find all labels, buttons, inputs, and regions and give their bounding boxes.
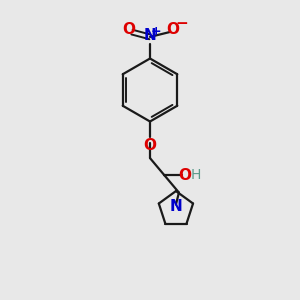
Text: O: O (166, 22, 179, 37)
Text: N: N (144, 28, 156, 43)
Text: O: O (143, 138, 157, 153)
Text: O: O (122, 22, 135, 38)
Text: H: H (190, 168, 201, 182)
Text: N: N (169, 199, 182, 214)
Text: O: O (178, 168, 191, 183)
Text: −: − (175, 16, 188, 31)
Text: +: + (151, 25, 161, 38)
